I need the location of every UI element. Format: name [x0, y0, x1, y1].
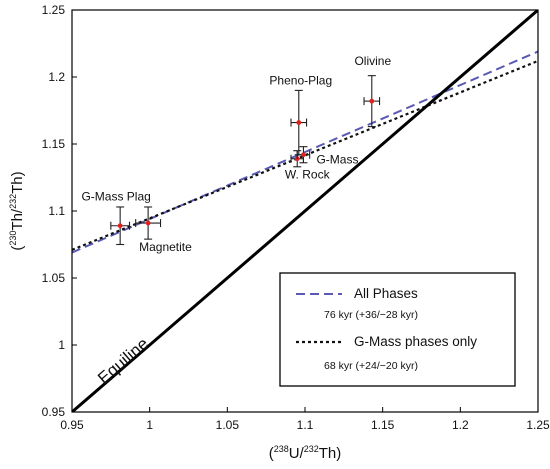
axis-ticks: 0.95 1 1.05 1.1 1.15 1.2 1.25 0.95 1 1.05 1.1 1.15 1…: [42, 3, 550, 432]
x-tick-label: 0.95: [60, 418, 84, 432]
x-tick-label: 1: [146, 418, 153, 432]
y-tick-label: 0.95: [42, 405, 66, 419]
legend-label-all-phases: All Phases: [354, 286, 418, 301]
y-tick-label: 1.2: [48, 70, 65, 84]
label-w-rock: W. Rock: [285, 168, 331, 182]
label-g-mass: G-Mass: [316, 153, 358, 167]
legend-label-gmass-only: G-Mass phases only: [354, 334, 477, 349]
series-line-all-phases: [72, 50, 538, 254]
point-marker: [369, 98, 375, 104]
label-olivine: Olivine: [354, 54, 391, 68]
legend-age-all-phases: 76 kyr (+36/−28 kyr): [324, 309, 418, 321]
data-points: [110, 75, 381, 246]
x-tick-label: 1.15: [371, 418, 395, 432]
point-marker: [117, 223, 123, 229]
label-g-mass-plag: G-Mass Plag: [81, 190, 150, 204]
point-marker: [145, 220, 151, 226]
y-tick-label: 1.15: [42, 137, 66, 151]
data-point-g-mass-plag: [110, 206, 131, 246]
series-line-equiline: [72, 10, 538, 412]
point-labels: G-Mass Plag Magnetite Pheno-Plag W. RockG-M…: [81, 54, 391, 254]
y-tick-label: 1: [58, 338, 65, 352]
y-tick-label: 1.25: [42, 3, 66, 17]
data-point-olivine: [363, 75, 381, 128]
label-magnetite: Magnetite: [139, 240, 192, 254]
point-marker: [301, 152, 306, 158]
data-point-pheno-plag: [290, 89, 308, 156]
point-marker: [296, 120, 302, 125]
x-tick-label: 1.25: [526, 418, 550, 432]
y-axis-label: (230Th/232Th): [8, 171, 26, 250]
point-marker: [294, 156, 300, 162]
legend-box: [279, 272, 516, 387]
x-tick-label: 1.1: [297, 418, 314, 432]
x-tick-label: 1.05: [216, 418, 240, 432]
y-tick-label: 1.1: [48, 204, 65, 218]
y-tick-label: 1.05: [42, 271, 66, 285]
data-point-g-mass: [296, 146, 311, 164]
equiline-label: Equiline: [94, 334, 152, 388]
x-tick-label: 1.2: [452, 418, 469, 432]
data-point-magnetite: [135, 206, 162, 240]
series-lines: [72, 10, 538, 412]
x-axis-label: (238U/232Th): [269, 444, 342, 462]
plot-frame: [71, 9, 539, 413]
legend: All Phases 76 kyr (+36/−28 kyr) G-Mass p…: [279, 272, 516, 387]
label-pheno-plag: Pheno-Plag: [269, 74, 332, 88]
legend-age-gmass-only: 68 kyr (+24/−20 kyr): [324, 360, 418, 372]
